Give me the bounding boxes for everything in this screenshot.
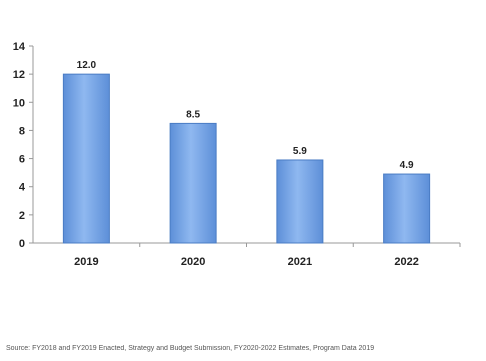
- x-tick-label-2021: 2021: [288, 256, 312, 268]
- y-axis-ticks: 0 2 4 6 8 10 12 14: [13, 41, 33, 250]
- data-label-2022: 4.9: [400, 160, 414, 171]
- data-label-2021: 5.9: [293, 146, 307, 157]
- x-tick-label-2022: 2022: [394, 256, 418, 268]
- source-note: Source: FY2018 and FY2019 Enacted, Strat…: [6, 345, 375, 352]
- bar-2019: [62, 73, 110, 244]
- y-tick-label: 8: [19, 125, 25, 137]
- y-tick-label: 10: [13, 97, 25, 109]
- y-tick-label: 12: [13, 69, 25, 81]
- data-label-2019: 12.0: [77, 60, 97, 71]
- y-tick-label: 6: [19, 154, 25, 166]
- bar-2021: [276, 159, 324, 244]
- y-tick-label: 2: [19, 210, 25, 222]
- x-tick-label-2020: 2020: [181, 256, 205, 268]
- data-label-2020: 8.5: [186, 109, 200, 120]
- x-axis-ticks: 2019 2020 2021 2022: [74, 243, 461, 268]
- y-tick-label: 14: [13, 41, 26, 53]
- bar-2020: [169, 122, 217, 244]
- y-tick-label: 4: [19, 182, 26, 194]
- bar-2022: [383, 173, 431, 244]
- bars: 12.0 8.5 5.9 4.9: [62, 60, 431, 244]
- x-tick-label-2019: 2019: [74, 256, 98, 268]
- y-tick-label: 0: [19, 238, 25, 250]
